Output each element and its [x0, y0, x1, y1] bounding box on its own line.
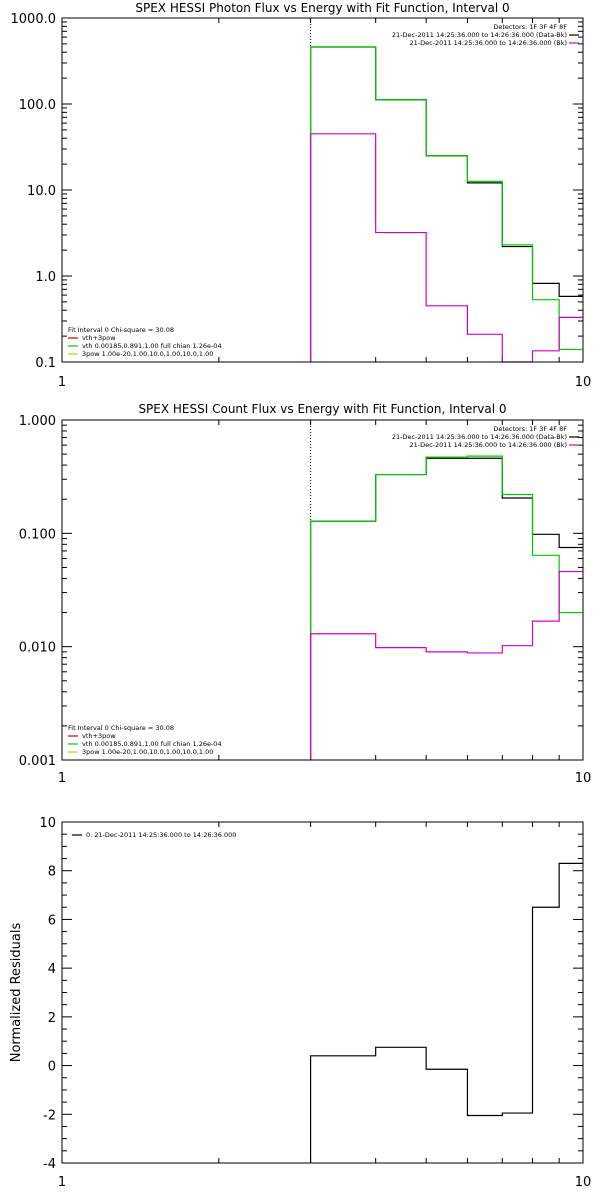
- series-line-3: [309, 570, 583, 760]
- chart-title: SPEX HESSI Count Flux vs Energy with Fit…: [138, 402, 506, 416]
- legend-text: vth+3pow: [82, 732, 116, 740]
- legend-text: 21-Dec-2011 14:25:36.000 to 14:26:36.000…: [410, 39, 568, 47]
- y-tick-label: 1000.0: [11, 12, 57, 27]
- chart-panel-2: SPEX HESSI Count Flux vs Energy with Fit…: [19, 402, 591, 786]
- legend-text: 21-Dec-2011 14:25:36.000 to 14:26:36.000…: [392, 433, 567, 441]
- legend-text: vth 0.00185,0.891,1.00 full chian 1.26e-…: [82, 342, 222, 350]
- legend-text: vth 0.00185,0.891,1.00 full chian 1.26e-…: [82, 740, 222, 748]
- series-line-1: [309, 46, 583, 362]
- legend-text: 3pow 1.00e-20,1.00,10.0,1.00,10.0,1.00: [82, 350, 213, 358]
- x-tick-label: 10: [575, 771, 592, 786]
- legend-text: Detectors: 1F 3F 4F 8F: [493, 23, 567, 31]
- y-tick-label: 4: [48, 962, 56, 977]
- legend-text: 0. 21-Dec-2011 14:25:36.000 to 14:26:36.…: [86, 831, 236, 839]
- series-line-3: [309, 133, 583, 363]
- legend: Fit Interval 0 Chi-square = 30.08vth+3po…: [68, 724, 222, 756]
- chart-panel-3: Normalized Residuals -4 -2 0 2 4 6 8 10 1 10 0. 21-…: [9, 816, 591, 1190]
- series-line-2: [309, 46, 583, 362]
- axis-ticks: [61, 18, 583, 363]
- y-tick-label: 0: [48, 1060, 56, 1075]
- y-tick-label: 0.1: [35, 356, 56, 371]
- legend-text: vth+3pow: [82, 334, 116, 342]
- y-tick-label: 0.100: [19, 527, 56, 542]
- x-tick-label: 10: [575, 375, 592, 390]
- y-tick-label: 100.0: [19, 98, 56, 113]
- y-tick-label: 0.010: [19, 641, 56, 656]
- plot-frame: [61, 419, 584, 761]
- legend-text: Detectors: 1F 3F 4F 8F: [493, 425, 567, 433]
- y-tick-label: 2: [48, 1011, 56, 1026]
- legend-text: 21-Dec-2011 14:25:36.000 to 14:26:36.000…: [410, 441, 568, 449]
- x-tick-label: 10: [575, 1175, 592, 1190]
- y-tick-label: 0.001: [19, 754, 56, 769]
- chart-title: SPEX HESSI Photon Flux vs Energy with Fi…: [135, 1, 509, 15]
- chart-panel-1: SPEX HESSI Photon Flux vs Energy with Fi…: [11, 1, 592, 390]
- axis-ticks: [61, 420, 583, 761]
- legend-text: 3pow 1.00e-20,1.00,10.0,1.00,10.0,1.00: [82, 748, 213, 756]
- y-tick-label: 10.0: [27, 184, 56, 199]
- y-tick-label: 8: [48, 865, 56, 880]
- axis-ticks: [61, 821, 583, 1164]
- y-tick-label: -2: [43, 1108, 56, 1123]
- x-tick-label: 1: [58, 771, 66, 786]
- x-tick-label: 1: [58, 1175, 66, 1190]
- y-tick-label: -4: [43, 1157, 56, 1172]
- legend-text: Fit Interval 0 Chi-square = 30.08: [68, 326, 174, 334]
- x-tick-label: 1: [58, 375, 66, 390]
- legend: 0. 21-Dec-2011 14:25:36.000 to 14:26:36.…: [72, 831, 236, 839]
- series-line-1: [309, 862, 583, 1163]
- y-axis-label: Normalized Residuals: [9, 923, 24, 1063]
- legend-text: Fit Interval 0 Chi-square = 30.08: [68, 724, 174, 732]
- y-tick-label: 10: [39, 816, 56, 831]
- y-tick-label: 1.000: [19, 414, 56, 429]
- legend: Fit Interval 0 Chi-square = 30.08vth+3po…: [68, 326, 222, 358]
- y-tick-label: 1.0: [35, 270, 56, 285]
- legend-text: 21-Dec-2011 14:25:36.000 to 14:26:36.000…: [392, 31, 567, 39]
- plot-frame: [61, 821, 584, 1164]
- y-tick-label: 6: [48, 913, 56, 928]
- series-line-2: [309, 455, 583, 760]
- series-line-1: [309, 457, 583, 760]
- plot-frame: [61, 17, 584, 363]
